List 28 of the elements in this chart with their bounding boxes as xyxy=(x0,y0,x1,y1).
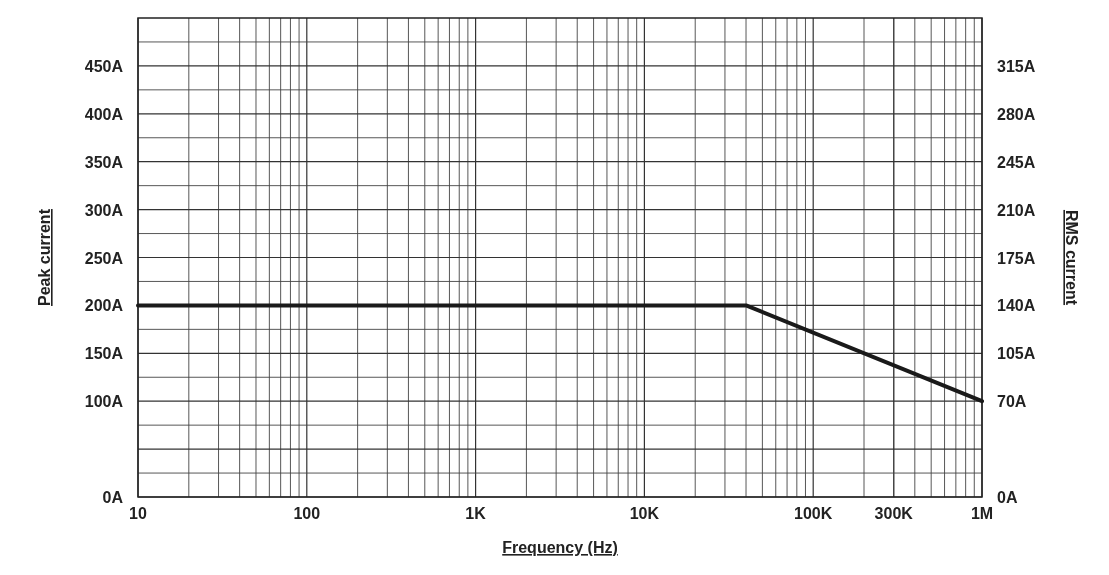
y2-tick-label: 315A xyxy=(997,57,1036,75)
y2-tick-label: 175A xyxy=(997,249,1036,267)
x-tick-label: 10 xyxy=(129,505,147,522)
y2-tick-label: 280A xyxy=(997,105,1036,123)
y2-axis-title: RMS current xyxy=(1063,209,1080,306)
y2-tick-label: 70A xyxy=(997,393,1027,411)
x-tick-label: 1K xyxy=(465,505,487,522)
y-tick-label: 200A xyxy=(84,297,124,315)
y-tick-label: 0A xyxy=(102,489,124,506)
y-tick-label: 100A xyxy=(84,393,124,411)
y2-tick-label: 210A xyxy=(997,201,1036,219)
x-tick-label: 100K xyxy=(794,505,833,522)
y-axis-title: Peak current xyxy=(36,208,53,306)
x-tick-label: 10K xyxy=(629,505,660,522)
y-tick-label: 350A xyxy=(84,153,124,171)
y-tick-label: 250A xyxy=(84,249,124,267)
x-tick-label: 300K xyxy=(874,505,914,522)
x-axis-title: Frequency (Hz) xyxy=(502,539,618,556)
x-tick-label: 100 xyxy=(293,505,321,522)
y2-tick-label: 0A xyxy=(997,489,1018,506)
y2-tick-label: 245A xyxy=(997,153,1036,171)
y2-tick-label: 105A xyxy=(997,345,1036,363)
y-tick-label: 400A xyxy=(84,105,124,123)
y-tick-label: 450A xyxy=(84,57,124,75)
y-tick-label: 150A xyxy=(84,345,124,363)
y-tick-label: 300A xyxy=(84,201,124,219)
x-tick-label: 1M xyxy=(970,505,994,522)
y2-tick-label: 140A xyxy=(997,297,1036,315)
